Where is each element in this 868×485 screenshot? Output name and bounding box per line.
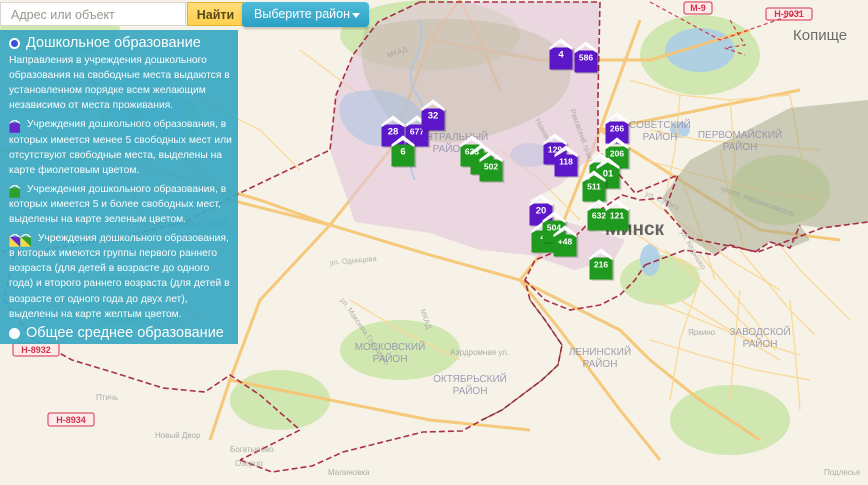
svg-text:+48: +48 (558, 237, 573, 247)
svg-text:H-8934: H-8934 (56, 415, 86, 425)
svg-text:216: 216 (594, 260, 608, 270)
svg-text:МОСКОВСКИЙ: МОСКОВСКИЙ (355, 340, 426, 353)
svg-text:32: 32 (428, 111, 439, 122)
svg-text:633: 633 (465, 147, 479, 157)
svg-text:266: 266 (610, 124, 624, 134)
svg-text:H-9031: H-9031 (774, 9, 804, 19)
svg-text:ОКТЯБРЬСКИЙ: ОКТЯБРЬСКИЙ (433, 372, 507, 385)
svg-text:Подлесье: Подлесье (824, 468, 861, 477)
svg-text:4: 4 (558, 50, 564, 61)
svg-text:121: 121 (610, 211, 624, 221)
svg-text:СОВЕТСКИЙ: СОВЕТСКИЙ (629, 118, 691, 131)
svg-text:Птичь: Птичь (96, 393, 118, 402)
svg-text:РАЙОН: РАЙОН (583, 357, 618, 370)
svg-text:632: 632 (592, 211, 606, 221)
svg-text:H-8932: H-8932 (21, 345, 51, 355)
svg-text:ПЕРВОМАЙСКИЙ: ПЕРВОМАЙСКИЙ (698, 128, 782, 141)
svg-text:206: 206 (610, 149, 624, 159)
svg-text:РАЙОН: РАЙОН (453, 384, 488, 397)
svg-text:6: 6 (400, 147, 405, 158)
svg-text:РАЙОН: РАЙОН (723, 140, 758, 153)
svg-text:M-9: M-9 (690, 3, 706, 13)
svg-text:Яркино: Яркино (688, 328, 716, 337)
svg-text:Озерцо: Озерцо (235, 459, 263, 468)
svg-text:РАЙОН: РАЙОН (743, 337, 778, 350)
svg-text:Копище: Копище (793, 27, 847, 44)
svg-text:586: 586 (579, 53, 593, 63)
svg-text:Малиновка: Малиновка (328, 468, 370, 477)
svg-text:Аэрдромная ул.: Аэрдромная ул. (450, 348, 509, 357)
svg-text:28: 28 (388, 127, 399, 138)
svg-text:502: 502 (484, 162, 498, 172)
svg-text:Богатырёво: Богатырёво (230, 445, 274, 454)
svg-text:511: 511 (587, 182, 601, 192)
svg-text:РАЙОН: РАЙОН (643, 130, 678, 143)
svg-text:ЗАВОДСКОЙ: ЗАВОДСКОЙ (729, 325, 790, 338)
svg-text:01: 01 (603, 169, 614, 180)
svg-text:118: 118 (559, 157, 573, 167)
svg-text:ЛЕНИНСКИЙ: ЛЕНИНСКИЙ (569, 345, 631, 358)
svg-text:20: 20 (536, 206, 547, 217)
svg-text:Новый Двор: Новый Двор (155, 431, 201, 440)
